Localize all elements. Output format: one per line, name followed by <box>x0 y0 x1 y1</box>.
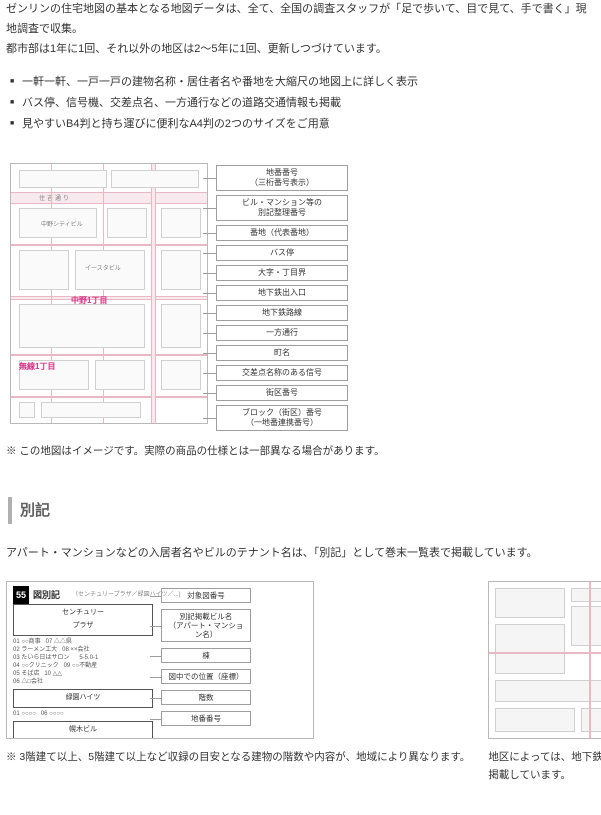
map-image: 住吉通り 中野1丁目 <box>10 163 208 424</box>
bekki-box: 幌木ビル <box>13 721 153 740</box>
bekki-header-title: 図別記 <box>33 587 60 603</box>
legend-item: 地番番号 （三桁番号表示） <box>216 165 348 191</box>
bekki-label: 対象図番号 <box>161 588 251 603</box>
station-figure <box>488 581 601 739</box>
district-label-1: 中野1丁目 <box>71 294 107 308</box>
bekki-label: 階数 <box>161 690 251 705</box>
legend-item: 番地（代表番地） <box>216 225 348 241</box>
legend-item: ビル・マンション等の 別記整理番号 <box>216 195 348 221</box>
bekki-box: センチュリー プラザ <box>13 604 153 635</box>
bekki-label: 図中での位置（座標） <box>161 669 251 684</box>
bekki-header-num: 55 <box>13 586 29 604</box>
road-label: 住吉通り <box>39 194 71 205</box>
bekki-heading: 別記 <box>8 497 595 524</box>
station-right-col: 地区によっては、地下鉄の駅構内、地下街も掲載しています。 <box>488 581 601 785</box>
legend-item: 地下鉄出入口 <box>216 285 348 301</box>
map-figure: 住吉通り 中野1丁目 <box>6 163 352 432</box>
bekki-note: ※ 3階建て以上、5階建て以上など収録の目安となる建物の階数や内容が、地域により… <box>6 749 470 767</box>
legend-item: 地下鉄路線 <box>216 305 348 321</box>
map-note: ※ この地図はイメージです。実際の商品の仕様とは一部異なる場合があります。 <box>6 442 595 461</box>
bekki-label: 別記掲載ビル名 （アパート・マンション名） <box>161 609 251 642</box>
map-section: 住吉通り 中野1丁目 <box>6 163 595 461</box>
intro-line-1: ゼンリンの住宅地図の基本となる地図データは、全て、全国の調査スタッフが「足で歩い… <box>6 0 595 40</box>
station-note: 地区によっては、地下鉄の駅構内、地下街も掲載しています。 <box>488 749 601 785</box>
district-label-2: 無線1丁目 <box>19 360 55 374</box>
bekki-label: 地番番号 <box>161 711 251 726</box>
feature-bullets: 一軒一軒、一戸一戸の建物名称・居住者名や番地を大縮尺の地図上に詳しく表示 バス停… <box>10 73 595 134</box>
legend-item: 大字・丁目界 <box>216 265 348 281</box>
bekki-label: 棟 <box>161 648 251 663</box>
legend-item: ブロック（街区）番号 （一地番連携番号） <box>216 405 348 431</box>
legend-item: 町名 <box>216 345 348 361</box>
legend-item: 一方通行 <box>216 325 348 341</box>
bekki-box: 緑園ハイツ <box>13 689 153 708</box>
bullet-item: バス停、信号機、交差点名、一方通行などの道路交通情報も掲載 <box>10 94 595 114</box>
bekki-figure: 55 図別記 （センチュリープラザ／緑園ハイツ／...) センチュリー プラザ … <box>6 581 314 739</box>
intro-line-2: 都市部は1年に1回、それ以外の地区は2〜5年に1回、更新しつづけています。 <box>6 40 595 60</box>
bullet-item: 一軒一軒、一戸一戸の建物名称・居住者名や番地を大縮尺の地図上に詳しく表示 <box>10 73 595 93</box>
legend-item: 街区番号 <box>216 385 348 401</box>
map-legend-column: 地番番号 （三桁番号表示） ビル・マンション等の 別記整理番号 番地（代表番地）… <box>216 165 348 435</box>
legend-item: 交差点名称のある信号 <box>216 365 348 381</box>
bullet-item: 見やすいB4判と持ち運びに便利なA4判の2つのサイズをご用意 <box>10 115 595 135</box>
bekki-label-column: 対象図番号 別記掲載ビル名 （アパート・マンション名） 棟 図中での位置（座標）… <box>161 588 251 732</box>
legend-item: バス停 <box>216 245 348 261</box>
bekki-intro: アパート・マンションなどの入居者名やビルのテナント名は、「別記」として巻末一覧表… <box>6 544 595 564</box>
intro-block: ゼンリンの住宅地図の基本となる地図データは、全て、全国の調査スタッフが「足で歩い… <box>6 0 595 59</box>
bekki-left-col: 55 図別記 （センチュリープラザ／緑園ハイツ／...) センチュリー プラザ … <box>6 581 470 767</box>
bekki-columns: 55 図別記 （センチュリープラザ／緑園ハイツ／...) センチュリー プラザ … <box>6 581 595 785</box>
bekki-left-list: センチュリー プラザ 01 ○○商事07 △△県 02 ラーメン工大08 ××会… <box>13 604 153 739</box>
